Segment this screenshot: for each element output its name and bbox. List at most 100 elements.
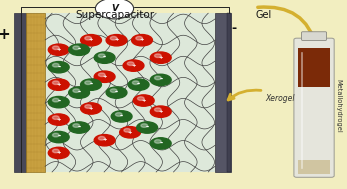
Text: -: - [57,132,60,141]
Circle shape [132,35,152,46]
Text: +: + [102,137,107,143]
FancyBboxPatch shape [26,13,45,172]
Circle shape [111,111,132,122]
Circle shape [137,122,158,133]
Circle shape [73,124,79,127]
Circle shape [81,35,101,46]
Text: +: + [57,117,61,122]
Text: +: + [114,37,119,43]
Circle shape [154,140,161,143]
Circle shape [115,113,122,116]
Circle shape [48,96,69,108]
Text: +: + [57,150,61,155]
Circle shape [154,76,161,80]
Circle shape [94,71,115,82]
Text: +: + [102,74,107,79]
Circle shape [81,79,101,90]
Circle shape [110,89,117,92]
Circle shape [137,97,144,100]
Text: +: + [57,82,61,87]
Circle shape [48,62,69,73]
Circle shape [120,127,141,138]
Circle shape [85,36,91,40]
FancyBboxPatch shape [45,13,215,172]
Circle shape [69,44,90,55]
Text: -: - [120,112,123,121]
FancyBboxPatch shape [14,13,26,172]
Circle shape [94,52,115,63]
Text: Metallohydrogel: Metallohydrogel [335,79,341,133]
Text: Supercapacitor: Supercapacitor [75,10,154,20]
Circle shape [133,81,139,84]
Circle shape [52,149,59,153]
Circle shape [95,0,134,19]
Text: +: + [159,109,163,114]
Text: +: + [57,47,61,52]
Circle shape [99,54,105,57]
Text: -: - [77,88,81,97]
Circle shape [124,129,130,132]
Text: -: - [159,75,162,84]
FancyBboxPatch shape [298,160,330,174]
Text: -: - [232,22,237,35]
Text: -: - [57,97,60,106]
Circle shape [154,54,161,57]
Text: +: + [0,26,10,42]
FancyBboxPatch shape [215,13,231,172]
Circle shape [85,105,91,108]
Circle shape [73,89,79,92]
Text: -: - [145,123,149,132]
Text: Gel: Gel [256,10,272,20]
Circle shape [150,138,171,149]
Circle shape [52,98,59,102]
Circle shape [127,62,134,65]
Circle shape [52,46,59,50]
Text: +: + [142,98,146,103]
FancyBboxPatch shape [227,13,231,172]
Circle shape [81,103,101,114]
Circle shape [52,63,59,67]
Circle shape [106,35,127,46]
Text: -: - [77,45,81,54]
Text: -: - [57,62,60,71]
Circle shape [154,108,161,112]
Circle shape [48,79,69,90]
FancyBboxPatch shape [294,38,334,177]
Text: +: + [131,63,136,68]
Text: +: + [89,37,93,43]
Text: +: + [159,55,163,60]
Circle shape [110,36,117,40]
Circle shape [52,81,59,84]
Circle shape [133,95,154,106]
FancyBboxPatch shape [298,48,330,87]
Text: -: - [77,123,81,132]
Circle shape [150,106,171,117]
FancyBboxPatch shape [302,32,327,40]
Circle shape [150,74,171,86]
Circle shape [73,46,79,50]
Circle shape [69,122,90,133]
Text: -: - [103,53,106,62]
Circle shape [141,124,147,127]
Circle shape [150,52,171,63]
Circle shape [128,79,149,90]
Text: +: + [140,37,144,43]
Circle shape [136,36,142,40]
Text: -: - [90,80,93,89]
Circle shape [85,81,91,84]
Circle shape [48,147,69,159]
Circle shape [106,87,127,98]
Circle shape [48,114,69,125]
Circle shape [48,44,69,55]
Text: +: + [89,106,93,111]
Text: -: - [137,80,140,89]
Circle shape [52,133,59,137]
Circle shape [99,136,105,140]
Circle shape [52,116,59,119]
Circle shape [94,135,115,146]
Circle shape [48,131,69,143]
Circle shape [69,87,90,98]
Text: -: - [115,88,118,97]
Circle shape [123,60,144,71]
Text: Xerogel: Xerogel [265,94,295,103]
